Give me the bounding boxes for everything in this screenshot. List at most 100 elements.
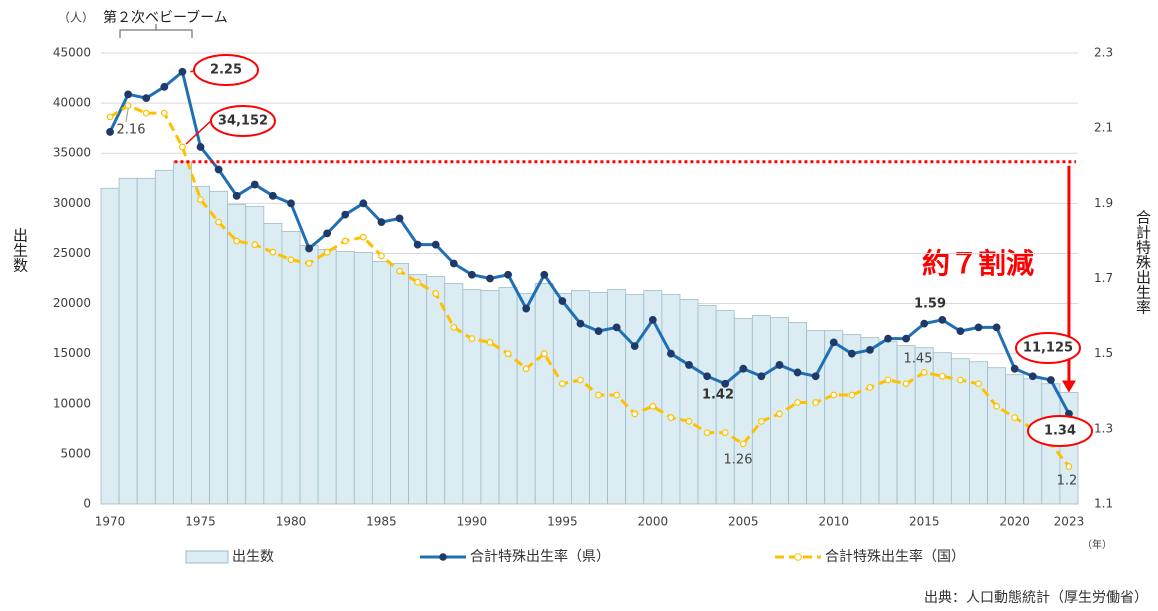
line-marker [124,102,132,110]
data-label: 34,152 [218,114,268,129]
bar [896,345,916,505]
x-tick-label: 1990 [457,515,488,529]
y-tick-label: 20000 [53,296,91,310]
x-tick-label: 2005 [728,515,759,529]
line-marker [250,180,259,189]
line-marker [775,361,784,369]
line-marker [540,270,549,279]
line-marker [1011,414,1019,421]
bar [408,274,428,505]
boom-label: 第２次ベビーブーム [103,9,228,26]
line-marker [794,399,801,406]
line-marker [341,237,349,245]
line-marker [776,410,783,418]
line-marker [956,327,965,336]
bar [390,263,409,505]
bar [679,299,699,505]
data-label: 2.25 [210,63,242,78]
bar [353,252,373,505]
line-marker [214,165,223,174]
bar [154,169,174,505]
bar [661,294,681,505]
line-marker [811,372,820,381]
bar [136,177,156,505]
line-marker [649,402,657,410]
line-marker [305,244,313,253]
y2-tick-label: 2.1 [1094,121,1113,135]
line-marker [902,380,910,388]
bar [209,190,229,505]
line-marker [558,380,566,388]
bar [263,222,283,505]
line-marker [612,323,621,332]
line-marker [160,109,168,117]
line-marker [685,417,693,425]
y2-tick-label: 1.7 [1094,271,1113,285]
bar [842,334,862,505]
legend-marker [439,553,447,561]
line-marker [1028,372,1037,381]
line-marker [975,380,982,388]
leader [185,118,214,145]
line-marker [359,199,368,208]
line-marker [721,379,730,388]
line-marker [576,319,585,328]
bar [281,230,301,505]
line-marker [613,391,621,399]
x-tick-label: 1980 [276,515,307,529]
line-marker [414,278,422,286]
line-marker [540,350,548,358]
callout: 約７割減 [922,247,1034,280]
line-marker [106,113,114,121]
line-marker [142,109,150,117]
legend-label: 合計特殊出生率（県） [470,548,610,565]
y-tick-label: 5000 [60,446,91,460]
x-tick-label: 1975 [185,515,216,529]
line-marker [251,241,259,249]
line-marker [196,143,205,151]
y2-tick-label: 1.9 [1094,196,1113,210]
line-marker [739,440,747,448]
line-marker [703,372,712,381]
line-marker [160,82,169,91]
line-marker [757,417,765,425]
line-marker [830,391,838,399]
line-marker [522,365,530,373]
line-marker [577,376,584,384]
bar [426,276,446,505]
bar [498,287,518,505]
line-marker [215,218,223,226]
line-marker [504,270,512,279]
y-tick-label: 10000 [53,396,91,410]
line-marker [522,304,531,313]
line-marker [631,410,639,418]
line-marker [1046,376,1055,384]
line-marker [486,338,494,346]
bar [299,245,319,505]
line-marker [902,334,911,343]
line-marker [378,252,385,260]
line-marker [848,391,856,399]
line-marker [595,391,602,399]
data-label: 11,125 [1023,341,1073,356]
line-marker [359,233,367,241]
line-marker [305,260,313,267]
bar [715,310,735,505]
bar [191,185,210,505]
y2-tick-label: 1.3 [1094,421,1113,435]
y-tick-label: 25000 [53,246,91,260]
line-marker [938,315,947,324]
line-marker [142,94,151,102]
line-marker [197,196,204,203]
line-marker [558,297,567,305]
line-marker [450,323,458,331]
line-marker [866,384,874,391]
line-marker [884,376,892,384]
line-marker [1065,463,1073,470]
y-tick-label: 45000 [53,46,91,60]
line-marker [486,274,494,283]
line-marker [739,364,748,373]
x-tick-label: 1970 [95,515,126,529]
